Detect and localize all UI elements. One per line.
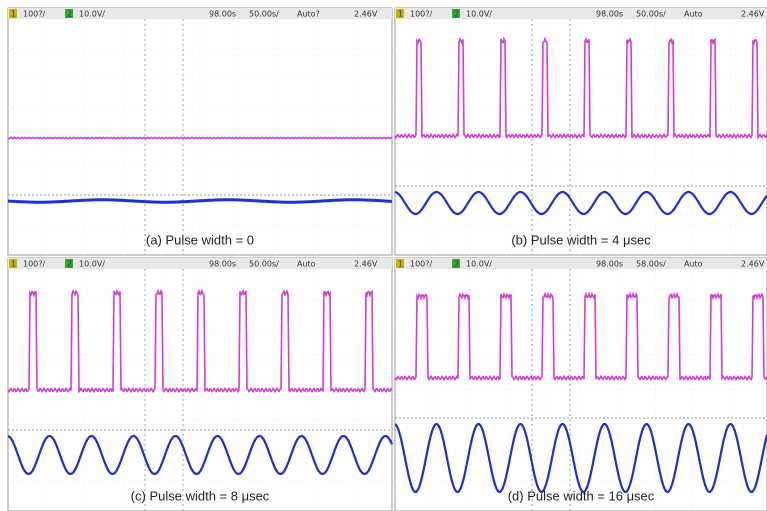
status-text: 10.0V/ <box>466 260 492 269</box>
status-text: 98.00s <box>596 260 623 269</box>
figure: 1 100?/ 2 10.0V/98.00s 50.00s/Auto? 2.46V (a) … <box>0 0 767 511</box>
caption: (b) Pulse width = 4 μsec <box>511 232 651 247</box>
scope-panel: 1 100?/ 2 10.0V/98.00s 50.00s/Auto 2.46V (c) P… <box>8 258 392 511</box>
caption: (d) Pulse width = 16 μsec <box>508 488 655 503</box>
caption: (a) Pulse width = 0 <box>146 232 254 247</box>
status-text: 98.00s <box>209 10 236 19</box>
status-text: 10.0V/ <box>79 10 105 19</box>
status-text: 2.46V <box>741 260 765 269</box>
status-text: 2 <box>67 260 72 269</box>
status-text: 100?/ <box>23 10 46 19</box>
scope-panel: 1 100?/ 2 10.0V/98.00s 50.00s/Auto? 2.46V (a) … <box>8 8 392 255</box>
status-text: 10.0V/ <box>79 260 105 269</box>
status-text: 1 <box>398 260 403 269</box>
status-text: 50.00s/ <box>636 10 666 19</box>
scope-panel: 1 100?/ 2 10.0V/98.00s 58.00s/Auto 2.46V (d) P… <box>395 258 767 511</box>
status-text: 2 <box>67 10 72 19</box>
status-bar <box>395 258 767 269</box>
status-text: 2 <box>454 10 459 19</box>
status-text: 50.00s/ <box>249 260 279 269</box>
scope-panel: 1 100?/ 2 10.0V/98.00s 50.00s/Auto 2.46V (b) P… <box>395 8 767 255</box>
status-text: 2.46V <box>741 10 765 19</box>
status-text: 2.46V <box>354 10 378 19</box>
screen <box>8 8 392 255</box>
status-text: 98.00s <box>596 10 623 19</box>
status-text: 50.00s/ <box>249 10 279 19</box>
status-bar <box>395 8 767 19</box>
status-text: 100?/ <box>23 260 46 269</box>
status-text: 98.00s <box>209 260 236 269</box>
status-text: 1 <box>398 10 403 19</box>
status-text: 100?/ <box>410 10 433 19</box>
status-text: Auto <box>684 260 703 269</box>
status-text: 1 <box>11 260 16 269</box>
caption: (c) Pulse width = 8 μsec <box>131 488 270 503</box>
status-text: 2.46V <box>354 260 378 269</box>
status-text: Auto? <box>297 10 320 19</box>
status-text: 10.0V/ <box>466 10 492 19</box>
status-text: 1 <box>11 10 16 19</box>
channel-1-trace <box>8 137 392 138</box>
status-text: Auto <box>297 260 316 269</box>
status-text: 100?/ <box>410 260 433 269</box>
status-text: 2 <box>454 260 459 269</box>
status-text: Auto <box>684 10 703 19</box>
status-text: 58.00s/ <box>636 260 666 269</box>
